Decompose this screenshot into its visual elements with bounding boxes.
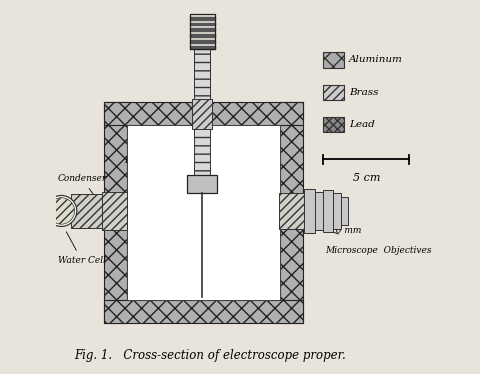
Text: Brass: Brass xyxy=(348,88,378,97)
Bar xyxy=(323,52,344,68)
Text: 5 cm: 5 cm xyxy=(352,174,380,183)
Bar xyxy=(127,125,280,300)
Bar xyxy=(104,102,302,125)
Bar xyxy=(43,187,53,235)
Bar xyxy=(323,85,344,100)
Bar xyxy=(194,49,210,102)
Bar xyxy=(341,197,348,225)
Bar xyxy=(104,102,127,324)
Text: Leaf Support: Leaf Support xyxy=(124,156,215,183)
Text: Water Cell: Water Cell xyxy=(58,232,106,264)
Text: Fig. 1.   Cross-section of electroscope proper.: Fig. 1. Cross-section of electroscope pr… xyxy=(75,349,347,362)
Circle shape xyxy=(46,196,77,226)
Text: Microscope  Objectives: Microscope Objectives xyxy=(325,246,431,255)
Bar xyxy=(102,192,127,230)
Bar xyxy=(279,193,304,229)
Text: Condenser: Condenser xyxy=(58,175,107,201)
Bar xyxy=(333,193,341,229)
Bar xyxy=(315,192,323,230)
Bar xyxy=(71,194,104,227)
Bar xyxy=(194,125,210,176)
Bar xyxy=(304,189,315,233)
Bar xyxy=(323,190,333,232)
Text: Aluminum: Aluminum xyxy=(348,55,403,64)
Bar xyxy=(190,14,215,49)
Text: Lead: Lead xyxy=(348,120,374,129)
Bar xyxy=(104,300,302,324)
Bar xyxy=(192,99,212,129)
Bar xyxy=(187,175,217,193)
Text: 16 mm: 16 mm xyxy=(330,226,361,235)
Bar xyxy=(280,102,302,324)
Bar xyxy=(323,117,344,132)
Circle shape xyxy=(48,198,74,224)
